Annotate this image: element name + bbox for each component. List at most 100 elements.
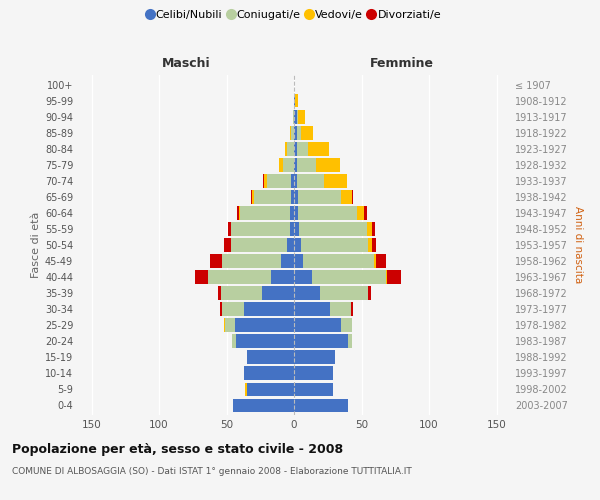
- Bar: [324, 174, 347, 188]
- Bar: [230, 238, 287, 252]
- Bar: [298, 110, 305, 124]
- Bar: [301, 126, 313, 140]
- Bar: [239, 206, 240, 220]
- Bar: [252, 190, 254, 203]
- Bar: [367, 222, 372, 236]
- Bar: [233, 398, 294, 412]
- Bar: [218, 286, 221, 300]
- Bar: [247, 382, 294, 396]
- Bar: [331, 302, 350, 316]
- Bar: [294, 158, 296, 172]
- Bar: [235, 318, 294, 332]
- Bar: [221, 286, 262, 300]
- Bar: [247, 350, 294, 364]
- Bar: [352, 190, 353, 203]
- Bar: [294, 142, 296, 156]
- Legend: Celibi/Nubili, Coniugati/e, Vedovi/e, Divorziati/e: Celibi/Nubili, Coniugati/e, Vedovi/e, Di…: [145, 8, 443, 22]
- Bar: [225, 318, 235, 332]
- Bar: [348, 334, 352, 348]
- Bar: [236, 334, 294, 348]
- Bar: [295, 94, 298, 108]
- Bar: [287, 238, 294, 252]
- Bar: [301, 238, 368, 252]
- Text: Femmine: Femmine: [370, 57, 434, 70]
- Bar: [267, 174, 292, 188]
- Bar: [230, 222, 290, 236]
- Bar: [376, 254, 386, 268]
- Bar: [251, 190, 252, 203]
- Bar: [245, 382, 247, 396]
- Bar: [296, 110, 298, 124]
- Bar: [220, 302, 223, 316]
- Text: Maschi: Maschi: [161, 57, 211, 70]
- Bar: [228, 222, 230, 236]
- Bar: [299, 222, 367, 236]
- Bar: [294, 366, 333, 380]
- Bar: [296, 126, 301, 140]
- Bar: [296, 174, 324, 188]
- Bar: [294, 222, 299, 236]
- Bar: [296, 142, 308, 156]
- Text: COMUNE DI ALBOSAGGIA (SO) - Dati ISTAT 1° gennaio 2008 - Elaborazione TUTTITALIA: COMUNE DI ALBOSAGGIA (SO) - Dati ISTAT 1…: [12, 468, 412, 476]
- Bar: [294, 174, 296, 188]
- Bar: [294, 318, 341, 332]
- Bar: [294, 238, 301, 252]
- Y-axis label: Anni di nascita: Anni di nascita: [573, 206, 583, 284]
- Bar: [294, 350, 335, 364]
- Bar: [341, 318, 352, 332]
- Bar: [374, 254, 376, 268]
- Bar: [223, 302, 244, 316]
- Bar: [284, 142, 287, 156]
- Bar: [290, 126, 292, 140]
- Bar: [224, 318, 225, 332]
- Bar: [254, 190, 292, 203]
- Bar: [298, 190, 341, 203]
- Bar: [350, 302, 353, 316]
- Bar: [224, 238, 230, 252]
- Bar: [265, 174, 267, 188]
- Bar: [283, 158, 294, 172]
- Bar: [308, 142, 329, 156]
- Bar: [311, 270, 386, 284]
- Bar: [386, 270, 387, 284]
- Bar: [240, 206, 290, 220]
- Bar: [244, 366, 294, 380]
- Bar: [368, 286, 371, 300]
- Bar: [232, 334, 236, 348]
- Bar: [341, 190, 352, 203]
- Bar: [372, 222, 375, 236]
- Bar: [304, 254, 374, 268]
- Bar: [294, 302, 331, 316]
- Bar: [358, 206, 364, 220]
- Bar: [294, 190, 298, 203]
- Bar: [294, 398, 348, 412]
- Bar: [281, 254, 294, 268]
- Bar: [292, 190, 294, 203]
- Bar: [262, 286, 294, 300]
- Bar: [294, 126, 296, 140]
- Bar: [372, 238, 376, 252]
- Bar: [287, 142, 294, 156]
- Bar: [316, 158, 340, 172]
- Bar: [292, 126, 294, 140]
- Bar: [263, 174, 265, 188]
- Bar: [364, 206, 367, 220]
- Bar: [196, 270, 208, 284]
- Bar: [368, 238, 372, 252]
- Bar: [223, 254, 281, 268]
- Bar: [292, 174, 294, 188]
- Y-axis label: Fasce di età: Fasce di età: [31, 212, 41, 278]
- Bar: [244, 302, 294, 316]
- Bar: [387, 270, 401, 284]
- Bar: [294, 270, 311, 284]
- Bar: [298, 206, 358, 220]
- Bar: [210, 254, 223, 268]
- Bar: [294, 206, 298, 220]
- Bar: [320, 286, 368, 300]
- Bar: [294, 254, 304, 268]
- Bar: [293, 110, 294, 124]
- Bar: [294, 334, 348, 348]
- Bar: [238, 206, 239, 220]
- Bar: [279, 158, 283, 172]
- Bar: [290, 206, 294, 220]
